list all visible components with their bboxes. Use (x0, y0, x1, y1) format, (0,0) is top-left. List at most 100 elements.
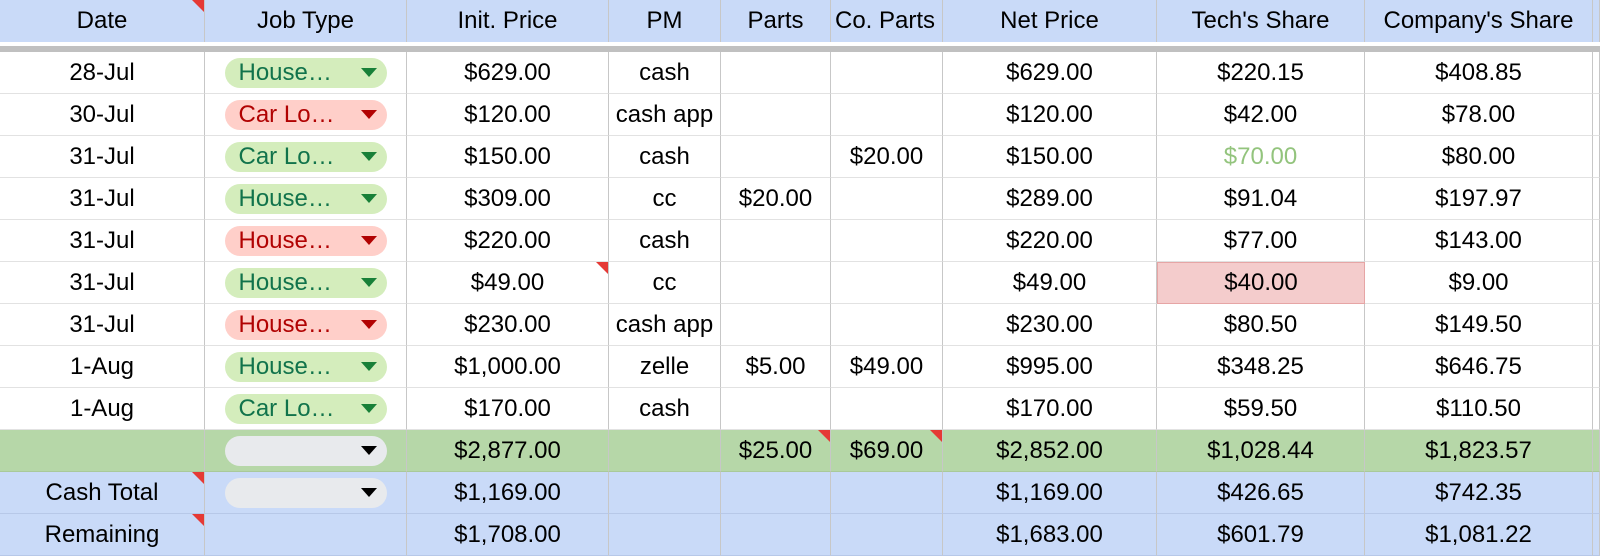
date-cell[interactable]: 1-Aug (0, 346, 205, 388)
techs-share-cell[interactable]: $42.00 (1157, 94, 1365, 136)
comment-indicator[interactable] (596, 262, 608, 274)
init-price-cell[interactable]: $629.00 (407, 52, 609, 94)
companys-share-cell[interactable]: $197.97 (1365, 178, 1593, 220)
job-type-dropdown[interactable]: House… (224, 57, 387, 88)
comment-indicator[interactable] (192, 0, 204, 12)
parts-cell[interactable]: $5.00 (721, 346, 831, 388)
totals-parts[interactable]: $25.00 (721, 430, 831, 472)
job-type-dropdown[interactable] (224, 435, 387, 466)
remaining-parts-cell[interactable] (721, 514, 831, 556)
frozen-row-divider[interactable] (0, 46, 1600, 52)
co-parts-cell[interactable] (831, 220, 943, 262)
job-type-cell[interactable]: House… (205, 304, 407, 346)
totals-co-parts[interactable]: $69.00 (831, 430, 943, 472)
cash-total-coparts-cell[interactable] (831, 472, 943, 514)
job-type-cell[interactable]: Car Lo… (205, 388, 407, 430)
pm-cell[interactable]: zelle (609, 346, 721, 388)
net-price-cell[interactable]: $995.00 (943, 346, 1157, 388)
job-type-cell[interactable]: Car Lo… (205, 136, 407, 178)
remaining-techs-share[interactable]: $601.79 (1157, 514, 1365, 556)
job-type-dropdown[interactable]: House… (224, 309, 387, 340)
extra-cell[interactable] (1593, 304, 1600, 346)
co-parts-cell[interactable] (831, 178, 943, 220)
date-cell[interactable]: 31-Jul (0, 220, 205, 262)
job-type-cell[interactable]: House… (205, 262, 407, 304)
co-parts-cell[interactable] (831, 262, 943, 304)
techs-share-cell[interactable]: $220.15 (1157, 52, 1365, 94)
remaining-companys-share[interactable]: $1,081.22 (1365, 514, 1593, 556)
pm-cell[interactable]: cc (609, 178, 721, 220)
init-price-cell[interactable]: $230.00 (407, 304, 609, 346)
job-type-dropdown[interactable]: House… (224, 351, 387, 382)
co-parts-cell[interactable] (831, 304, 943, 346)
header-techs-share[interactable]: Tech's Share (1157, 0, 1365, 42)
pm-cell[interactable]: cash app (609, 94, 721, 136)
totals-job-cell[interactable] (205, 430, 407, 472)
co-parts-cell[interactable]: $49.00 (831, 346, 943, 388)
totals-extra[interactable] (1593, 430, 1600, 472)
remaining-init-price[interactable]: $1,708.00 (407, 514, 609, 556)
job-type-cell[interactable]: House… (205, 346, 407, 388)
net-price-cell[interactable]: $220.00 (943, 220, 1157, 262)
init-price-cell[interactable]: $120.00 (407, 94, 609, 136)
date-cell[interactable]: 31-Jul (0, 304, 205, 346)
extra-cell[interactable] (1593, 178, 1600, 220)
co-parts-cell[interactable]: $20.00 (831, 136, 943, 178)
pm-cell[interactable]: cash (609, 136, 721, 178)
job-type-cell[interactable]: House… (205, 178, 407, 220)
date-cell[interactable]: 1-Aug (0, 388, 205, 430)
techs-share-cell[interactable]: $80.50 (1157, 304, 1365, 346)
cash-total-pm-cell[interactable] (609, 472, 721, 514)
cash-total-parts-cell[interactable] (721, 472, 831, 514)
job-type-dropdown[interactable]: Car Lo… (224, 393, 387, 424)
extra-cell[interactable] (1593, 262, 1600, 304)
techs-share-cell[interactable]: $77.00 (1157, 220, 1365, 262)
cash-total-label-cell[interactable]: Cash Total (0, 472, 205, 514)
companys-share-cell[interactable]: $9.00 (1365, 262, 1593, 304)
techs-share-cell[interactable]: $40.00 (1157, 262, 1365, 304)
net-price-cell[interactable]: $120.00 (943, 94, 1157, 136)
cash-total-job-cell[interactable] (205, 472, 407, 514)
parts-cell[interactable] (721, 52, 831, 94)
parts-cell[interactable]: $20.00 (721, 178, 831, 220)
header-date[interactable]: Date (0, 0, 205, 42)
header-job-type[interactable]: Job Type (205, 0, 407, 42)
job-type-dropdown[interactable] (224, 477, 387, 508)
remaining-coparts-cell[interactable] (831, 514, 943, 556)
pm-cell[interactable]: cash app (609, 304, 721, 346)
cash-total-init-price[interactable]: $1,169.00 (407, 472, 609, 514)
companys-share-cell[interactable]: $80.00 (1365, 136, 1593, 178)
totals-date-cell[interactable] (0, 430, 205, 472)
totals-companys-share[interactable]: $1,823.57 (1365, 430, 1593, 472)
date-cell[interactable]: 28-Jul (0, 52, 205, 94)
comment-indicator[interactable] (818, 430, 830, 442)
cash-total-companys-share[interactable]: $742.35 (1365, 472, 1593, 514)
companys-share-cell[interactable]: $78.00 (1365, 94, 1593, 136)
init-price-cell[interactable]: $170.00 (407, 388, 609, 430)
net-price-cell[interactable]: $629.00 (943, 52, 1157, 94)
parts-cell[interactable] (721, 220, 831, 262)
net-price-cell[interactable]: $289.00 (943, 178, 1157, 220)
net-price-cell[interactable]: $230.00 (943, 304, 1157, 346)
totals-techs-share[interactable]: $1,028.44 (1157, 430, 1365, 472)
totals-pm-cell[interactable] (609, 430, 721, 472)
job-type-dropdown[interactable]: House… (224, 183, 387, 214)
job-type-dropdown[interactable]: Car Lo… (224, 141, 387, 172)
co-parts-cell[interactable] (831, 388, 943, 430)
pm-cell[interactable]: cash (609, 52, 721, 94)
init-price-cell[interactable]: $309.00 (407, 178, 609, 220)
techs-share-cell[interactable]: $91.04 (1157, 178, 1365, 220)
companys-share-cell[interactable]: $646.75 (1365, 346, 1593, 388)
job-type-cell[interactable]: House… (205, 220, 407, 262)
init-price-cell[interactable]: $1,000.00 (407, 346, 609, 388)
remaining-extra[interactable] (1593, 514, 1600, 556)
extra-cell[interactable] (1593, 388, 1600, 430)
remaining-job-cell[interactable] (205, 514, 407, 556)
extra-cell[interactable] (1593, 94, 1600, 136)
net-price-cell[interactable]: $49.00 (943, 262, 1157, 304)
header-companys-share[interactable]: Company's Share (1365, 0, 1593, 42)
extra-cell[interactable] (1593, 220, 1600, 262)
parts-cell[interactable] (721, 304, 831, 346)
extra-cell[interactable] (1593, 136, 1600, 178)
job-type-cell[interactable]: Car Lo… (205, 94, 407, 136)
